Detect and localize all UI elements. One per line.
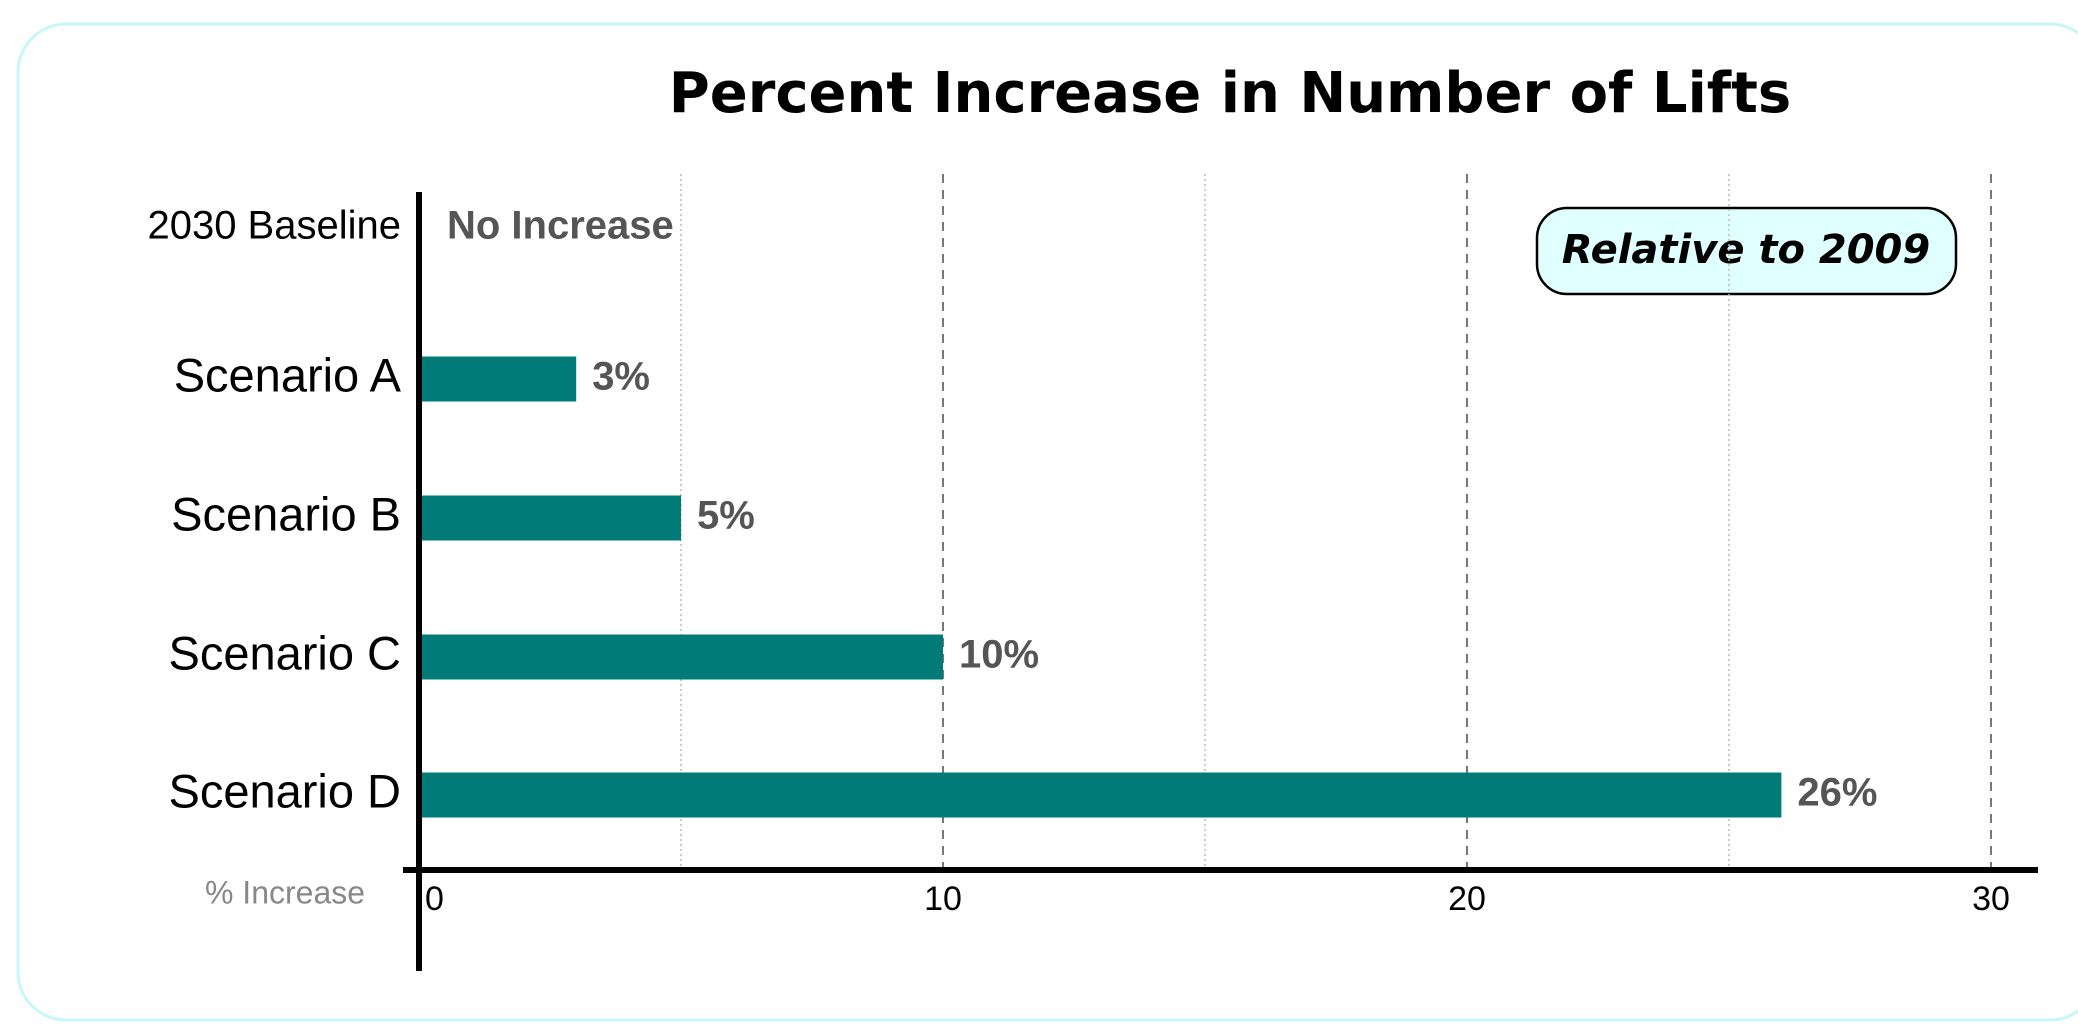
value-label: No Increase: [447, 204, 674, 248]
x-axis-label: % Increase: [205, 874, 365, 910]
value-label: 10%: [959, 633, 1039, 677]
x-tick-label: 10: [924, 880, 962, 918]
bar: [419, 634, 943, 680]
y-tick-label: 2030 Baseline: [147, 204, 401, 248]
chart-title: Percent Increase in Number of Lifts: [669, 61, 1792, 126]
value-label: 3%: [592, 355, 650, 399]
annotation: Relative to 2009: [1562, 227, 1930, 273]
y-tick-label: Scenario C: [169, 626, 402, 679]
x-tick-label: 0: [425, 880, 444, 918]
x-tick-label: 30: [1972, 880, 2010, 918]
value-label: 5%: [697, 494, 755, 538]
y-tick-label: Scenario D: [169, 764, 402, 817]
bar: [419, 772, 1782, 818]
value-label: 26%: [1797, 771, 1877, 815]
annotation-box: [1535, 206, 1958, 296]
y-tick-label: Scenario B: [171, 487, 401, 540]
bar: [419, 356, 577, 402]
x-tick-label: 20: [1448, 880, 1486, 918]
y-tick-label: Scenario A: [174, 348, 402, 401]
bar: [419, 495, 681, 541]
